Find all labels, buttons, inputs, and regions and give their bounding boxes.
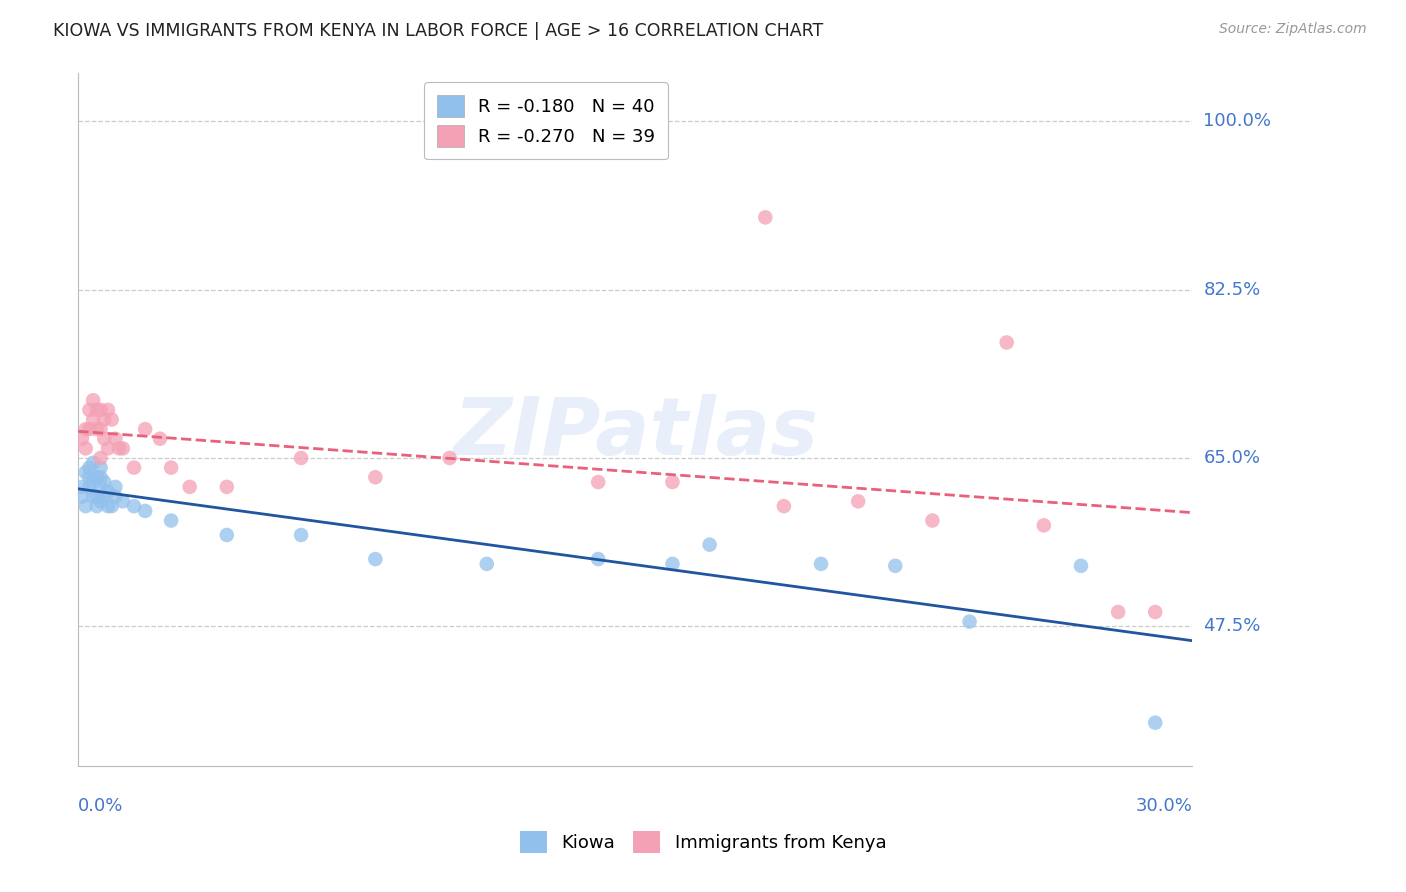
Point: [70, 490, 93, 504]
Point: [773, 499, 796, 513]
Point: [661, 475, 683, 489]
Point: [122, 460, 145, 475]
Point: [699, 538, 721, 552]
Point: [104, 480, 127, 494]
Point: [86, 470, 108, 484]
Text: Source: ZipAtlas.com: Source: ZipAtlas.com: [1219, 22, 1367, 37]
Point: [586, 475, 609, 489]
Point: [290, 450, 312, 465]
Point: [134, 504, 156, 518]
Point: [75, 466, 97, 480]
Point: [75, 499, 97, 513]
Point: [90, 494, 112, 508]
Point: [810, 557, 832, 571]
Point: [100, 499, 122, 513]
Point: [884, 558, 907, 573]
Point: [160, 460, 183, 475]
Point: [1144, 605, 1167, 619]
Point: [215, 528, 238, 542]
Point: [364, 552, 387, 566]
Text: ZIPatlas: ZIPatlas: [453, 394, 818, 473]
Point: [1070, 558, 1092, 573]
Point: [754, 211, 776, 225]
Point: [104, 490, 127, 504]
Point: [93, 490, 115, 504]
Point: [111, 442, 134, 456]
Point: [79, 470, 101, 484]
Point: [108, 442, 131, 456]
Point: [290, 528, 312, 542]
Point: [79, 460, 101, 475]
Point: [661, 557, 683, 571]
Point: [104, 432, 127, 446]
Point: [90, 470, 112, 484]
Point: [90, 422, 112, 436]
Point: [82, 393, 104, 408]
Point: [90, 402, 112, 417]
Point: [82, 475, 104, 489]
Point: [86, 490, 108, 504]
Point: [79, 402, 101, 417]
Point: [82, 456, 104, 470]
Point: [995, 335, 1018, 350]
Point: [1107, 605, 1129, 619]
Point: [1032, 518, 1054, 533]
Text: 30.0%: 30.0%: [1136, 797, 1192, 814]
Point: [70, 480, 93, 494]
Point: [75, 422, 97, 436]
Point: [959, 615, 981, 629]
Legend: Kiowa, Immigrants from Kenya: Kiowa, Immigrants from Kenya: [513, 824, 893, 861]
Point: [79, 480, 101, 494]
Point: [93, 412, 115, 426]
Point: [100, 412, 122, 426]
Point: [93, 432, 115, 446]
Point: [86, 402, 108, 417]
Point: [97, 499, 120, 513]
Point: [97, 484, 120, 499]
Point: [134, 422, 156, 436]
Text: 82.5%: 82.5%: [1204, 281, 1261, 299]
Point: [70, 432, 93, 446]
Text: KIOWA VS IMMIGRANTS FROM KENYA IN LABOR FORCE | AGE > 16 CORRELATION CHART: KIOWA VS IMMIGRANTS FROM KENYA IN LABOR …: [53, 22, 824, 40]
Point: [90, 480, 112, 494]
Point: [846, 494, 869, 508]
Point: [439, 450, 461, 465]
Point: [79, 422, 101, 436]
Text: 47.5%: 47.5%: [1204, 617, 1261, 635]
Point: [82, 490, 104, 504]
Point: [90, 450, 112, 465]
Point: [111, 494, 134, 508]
Point: [97, 442, 120, 456]
Point: [75, 442, 97, 456]
Legend: R = -0.180   N = 40, R = -0.270   N = 39: R = -0.180 N = 40, R = -0.270 N = 39: [425, 82, 668, 160]
Point: [149, 432, 172, 446]
Text: 100.0%: 100.0%: [1204, 112, 1271, 130]
Text: 0.0%: 0.0%: [79, 797, 124, 814]
Point: [97, 402, 120, 417]
Point: [364, 470, 387, 484]
Point: [86, 422, 108, 436]
Point: [179, 480, 201, 494]
Point: [586, 552, 609, 566]
Point: [82, 412, 104, 426]
Point: [475, 557, 498, 571]
Point: [160, 514, 183, 528]
Point: [1144, 715, 1167, 730]
Point: [122, 499, 145, 513]
Point: [93, 475, 115, 489]
Point: [921, 514, 943, 528]
Point: [90, 460, 112, 475]
Text: 65.0%: 65.0%: [1204, 449, 1261, 467]
Point: [86, 499, 108, 513]
Point: [215, 480, 238, 494]
